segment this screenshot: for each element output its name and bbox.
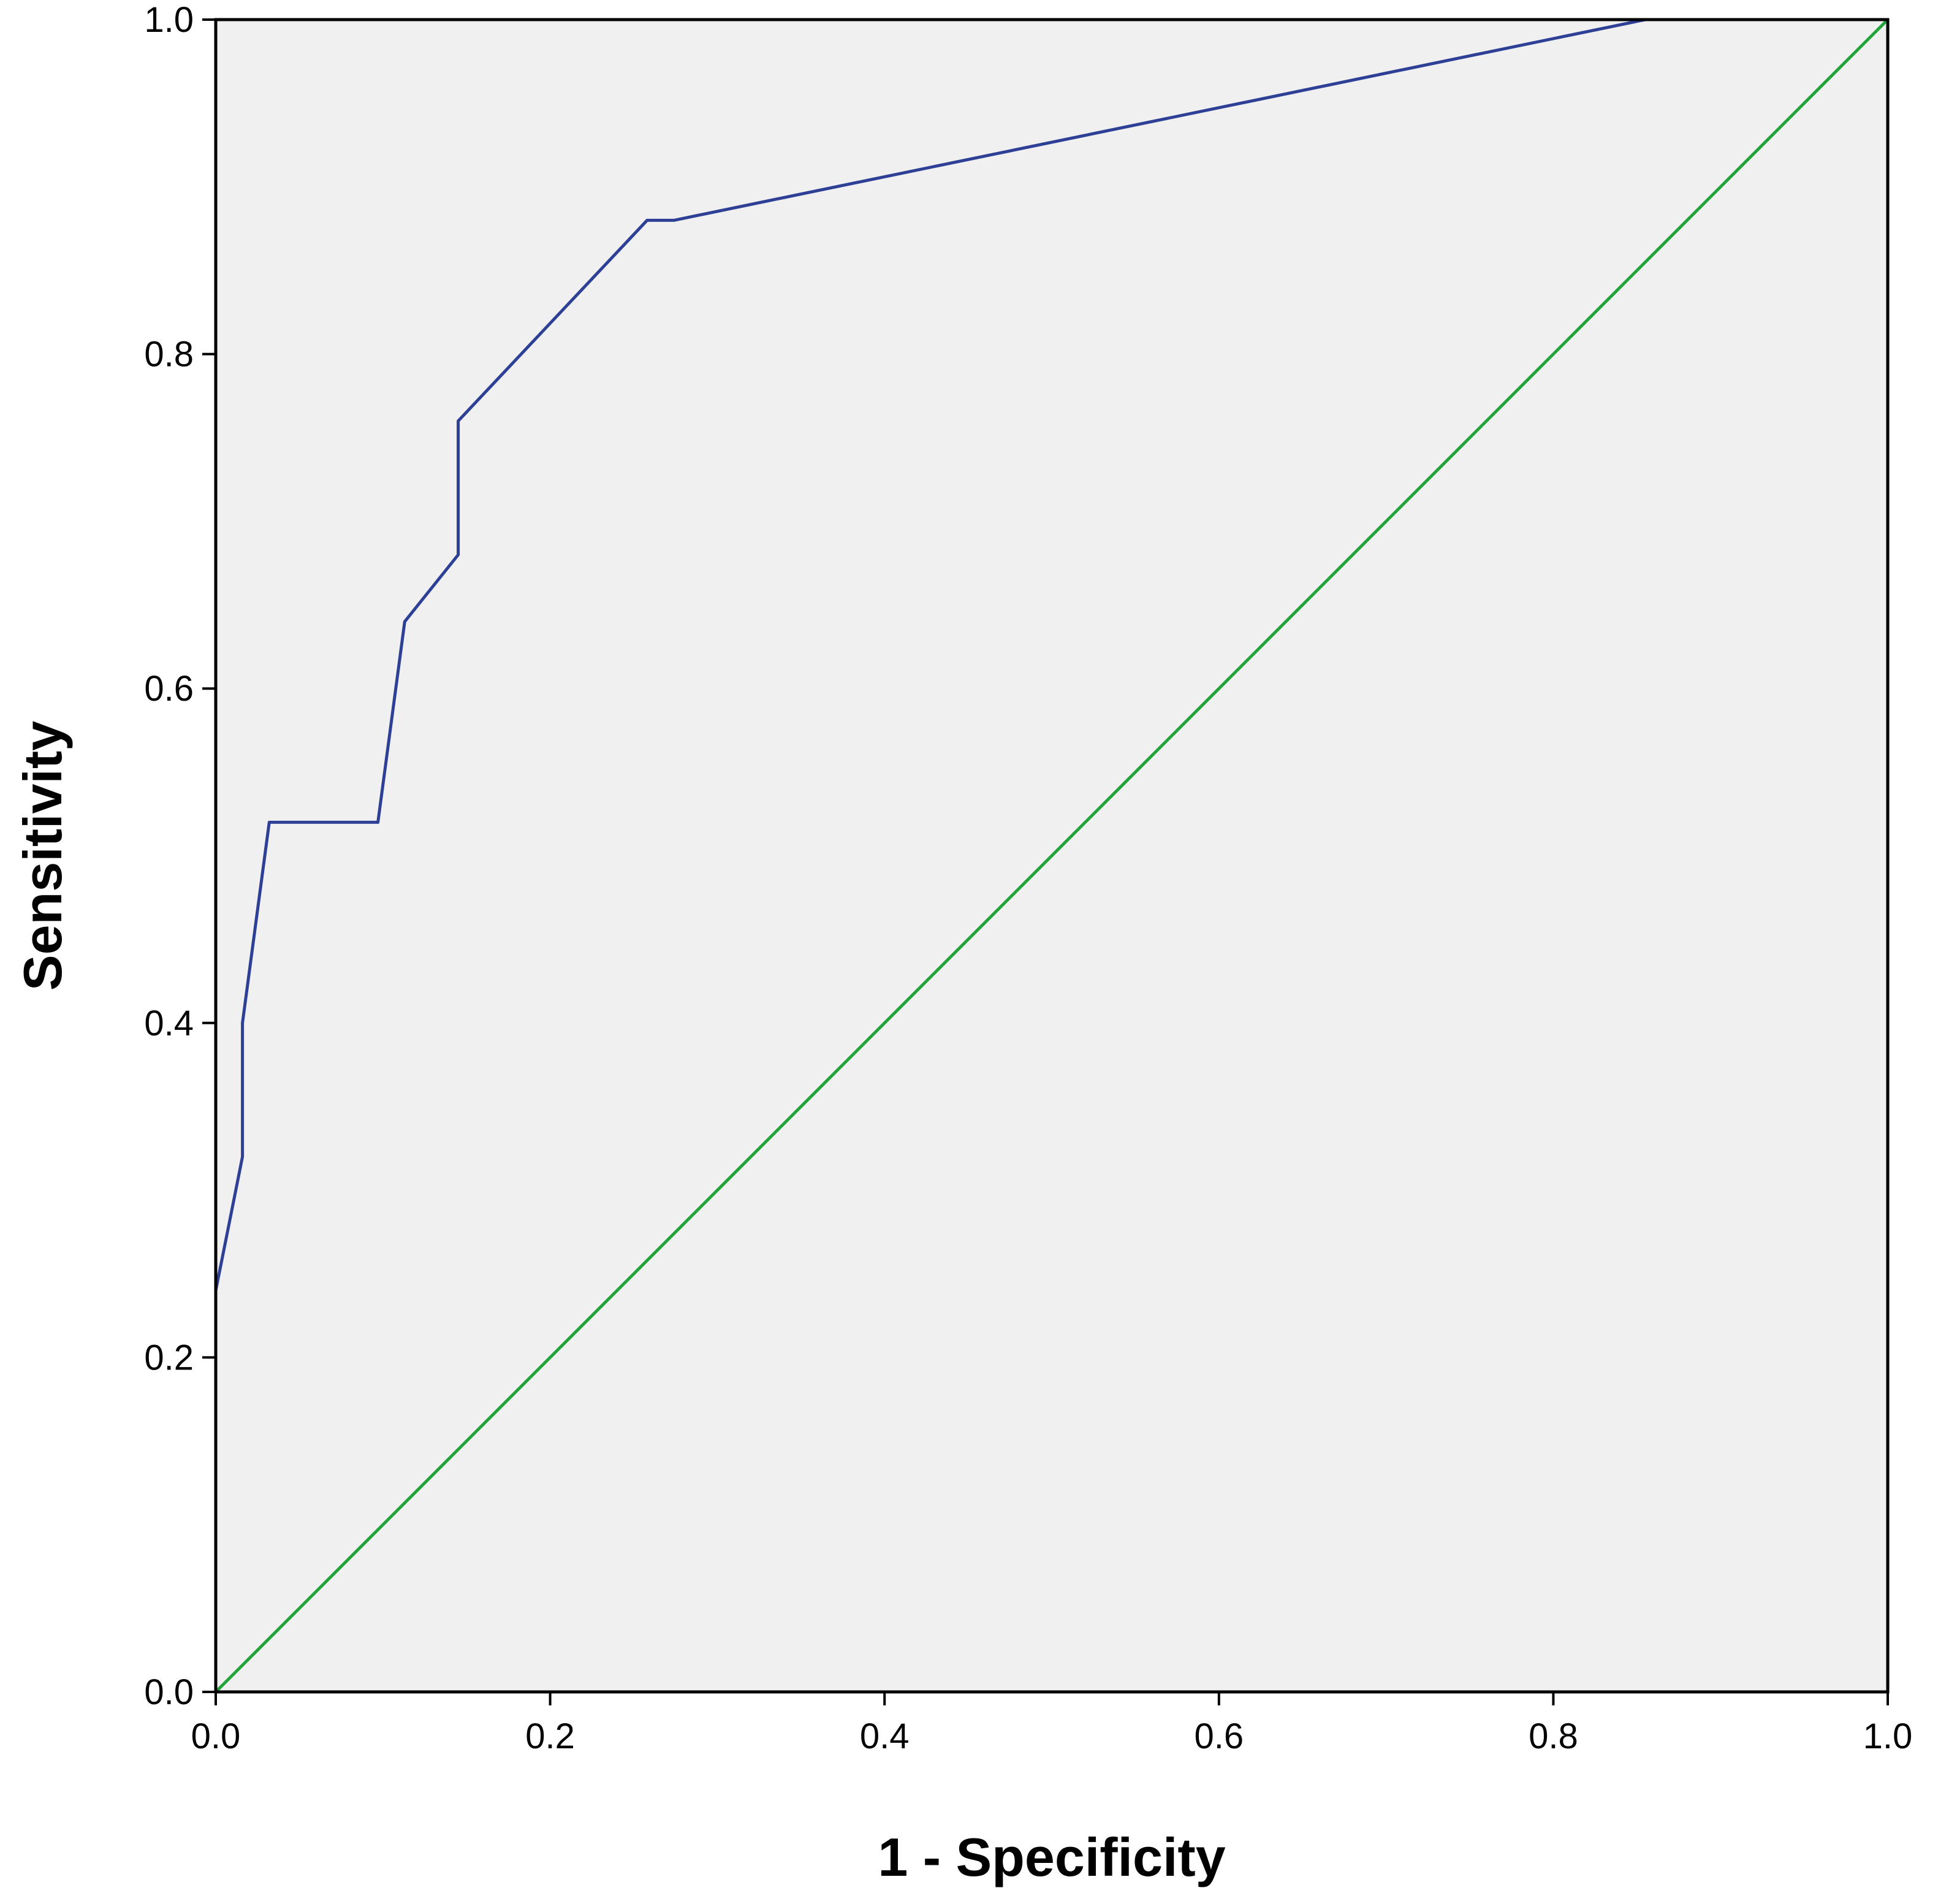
reference-diagonal-line (215, 18, 1889, 1693)
series-lines (214, 18, 1889, 1693)
y-tick-label: 1.0 (144, 0, 194, 40)
y-tick-label: 0.8 (144, 335, 194, 375)
y-axis-title: Sensitivity (12, 721, 73, 991)
y-tick-label: 0.4 (144, 1003, 194, 1043)
x-axis-title: 1 - Specificity (878, 1827, 1225, 1887)
y-tick-label: 0.6 (144, 669, 194, 709)
x-tick-label: 0.6 (1194, 1716, 1244, 1756)
x-tick-label: 0.4 (860, 1716, 910, 1756)
y-tick-label: 0.0 (144, 1672, 194, 1712)
axis-ticks: 0.0 0.2 0.4 0.6 0.8 1.0 0.0 0.2 0.4 0.6 0.8 1.0 (144, 0, 1912, 1756)
x-tick-label: 0.0 (191, 1716, 241, 1756)
x-tick-label: 0.2 (525, 1716, 575, 1756)
x-tick-label: 1.0 (1863, 1716, 1913, 1756)
x-tick-label: 0.8 (1529, 1716, 1578, 1756)
roc-curve-line (214, 18, 1888, 1291)
plot-area-frame (214, 18, 1890, 1694)
y-tick-label: 0.2 (144, 1338, 194, 1377)
